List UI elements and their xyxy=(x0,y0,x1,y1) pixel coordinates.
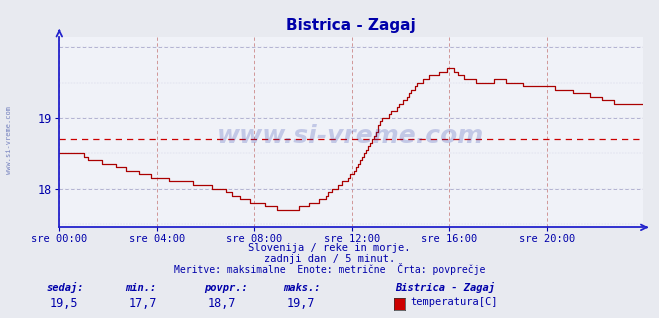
Text: zadnji dan / 5 minut.: zadnji dan / 5 minut. xyxy=(264,254,395,264)
Title: Bistrica - Zagaj: Bistrica - Zagaj xyxy=(286,17,416,33)
Text: www.si-vreme.com: www.si-vreme.com xyxy=(217,124,484,148)
Text: 19,7: 19,7 xyxy=(287,297,315,310)
Text: sedaj:: sedaj: xyxy=(46,282,84,293)
Text: temperatura[C]: temperatura[C] xyxy=(410,297,498,307)
Text: povpr.:: povpr.: xyxy=(204,283,248,293)
Text: 19,5: 19,5 xyxy=(49,297,78,310)
Text: Bistrica - Zagaj: Bistrica - Zagaj xyxy=(395,282,496,293)
Text: 17,7: 17,7 xyxy=(129,297,157,310)
Text: Meritve: maksimalne  Enote: metrične  Črta: povprečje: Meritve: maksimalne Enote: metrične Črta… xyxy=(174,264,485,275)
Text: 18,7: 18,7 xyxy=(208,297,236,310)
Text: Slovenija / reke in morje.: Slovenija / reke in morje. xyxy=(248,243,411,253)
Text: www.si-vreme.com: www.si-vreme.com xyxy=(5,106,12,174)
Text: maks.:: maks.: xyxy=(283,283,321,293)
Text: min.:: min.: xyxy=(125,283,156,293)
